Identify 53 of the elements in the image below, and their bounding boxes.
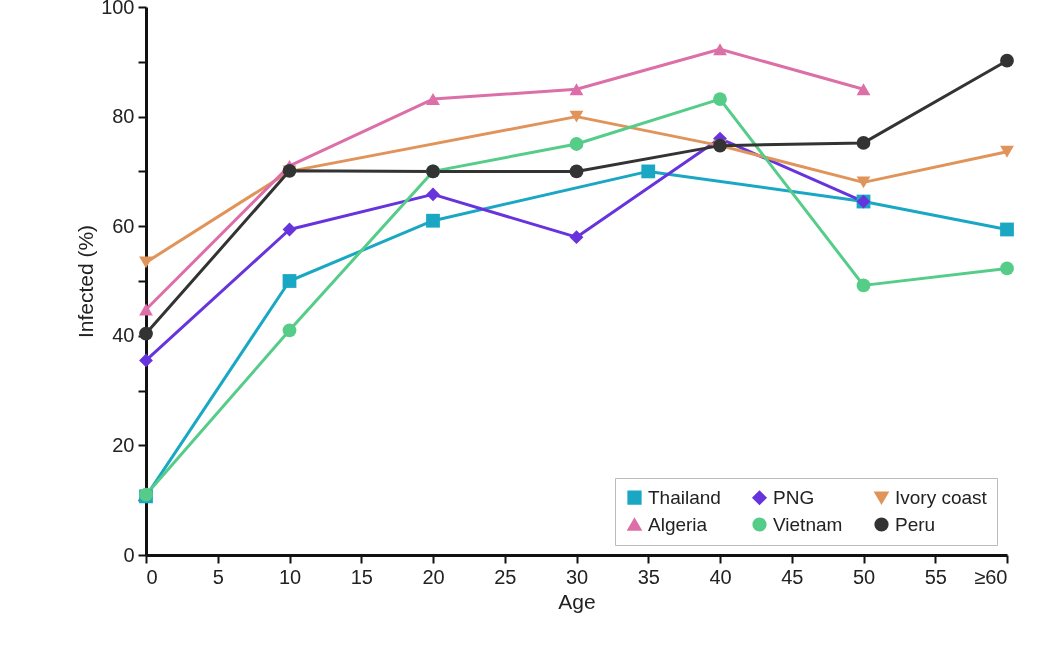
point [713,92,727,106]
point [569,83,584,96]
point [139,326,153,341]
y-tick-label: 100 [101,0,135,18]
legend-label: Vietnam [773,513,843,535]
y-tick-label: 80 [112,105,135,128]
point [282,323,297,338]
y-tick-label: 0 [123,543,135,566]
legend-label: Peru [895,513,936,535]
point [569,137,584,151]
point [282,274,297,288]
x-tick-label: 25 [494,565,517,588]
x-tick-label: 45 [781,565,804,588]
x-tick-label: 5 [212,565,224,588]
x-tick-label: 10 [278,565,302,588]
point [569,164,584,179]
legend-label: PNG [773,486,815,508]
point [856,176,871,189]
point [569,110,584,123]
x-tick-label: 15 [350,565,373,588]
point [856,136,871,150]
point [139,353,153,368]
y-axis-title: Infected (%) [74,224,98,339]
x-tick-label: 40 [709,565,732,588]
point [139,303,153,316]
x-tick-label: 50 [852,565,876,588]
point [1000,145,1014,158]
x-axis-title: Age [558,589,596,613]
point [856,83,871,96]
legend-label: Algeria [648,513,708,535]
point [1000,53,1014,68]
point [282,222,297,237]
y-tick-label: 60 [112,214,135,237]
point [856,278,871,293]
point [426,213,440,228]
y-tick-label: 40 [112,324,135,347]
legend-label: Thailand [648,486,721,508]
point [569,230,584,245]
point [426,93,440,106]
point [641,164,656,179]
x-tick-label: 20 [422,565,445,588]
point [1000,261,1014,276]
x-tick-label: ≥60 [974,565,1008,588]
point [1000,222,1014,237]
point [426,187,440,202]
x-tick-label: 30 [565,565,589,588]
point [713,43,727,56]
legend-label: Ivory coast [895,486,988,508]
point [139,256,153,269]
x-tick-label: 35 [637,565,660,588]
y-tick-label: 20 [112,433,135,456]
x-tick-label: 0 [146,565,158,588]
x-tick-label: 55 [924,565,947,588]
